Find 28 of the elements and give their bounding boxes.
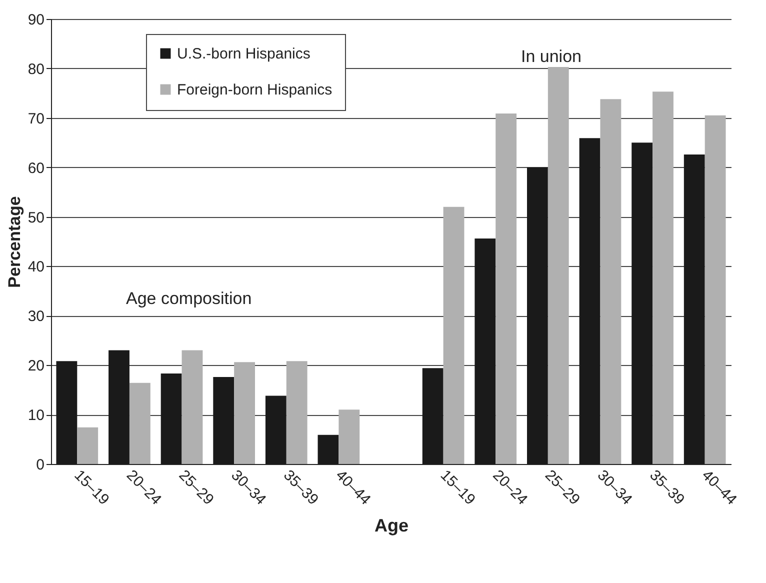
annotation: In union [521,47,582,66]
bar [443,206,464,464]
bar [234,362,255,464]
bar [600,99,622,464]
legend-label: U.S.-born Hispanics [177,46,310,62]
y-tick-label: 0 [36,456,44,474]
legend-label: Foreign-born Hispanics [177,82,332,98]
y-tick-label: 30 [28,308,44,326]
bar [652,92,674,464]
y-tick-label: 40 [28,258,44,276]
bar [338,410,360,464]
bar [129,382,150,464]
bar [77,427,98,464]
y-axis-title: Percentage [4,196,24,288]
y-tick-label: 80 [28,60,44,78]
bar [548,66,569,464]
y-tick-label: 10 [28,407,44,424]
y-tick-label: 70 [28,110,44,128]
bar [286,361,308,464]
bar [496,113,517,464]
annotation: Age composition [126,289,252,308]
y-tick-label: 90 [28,12,44,28]
bar [182,350,203,464]
y-tick-label: 50 [28,209,44,226]
y-tick-label: 20 [28,358,44,375]
y-tick-label: 60 [28,160,44,177]
bar [704,115,726,464]
x-axis-title: Age [374,516,409,536]
